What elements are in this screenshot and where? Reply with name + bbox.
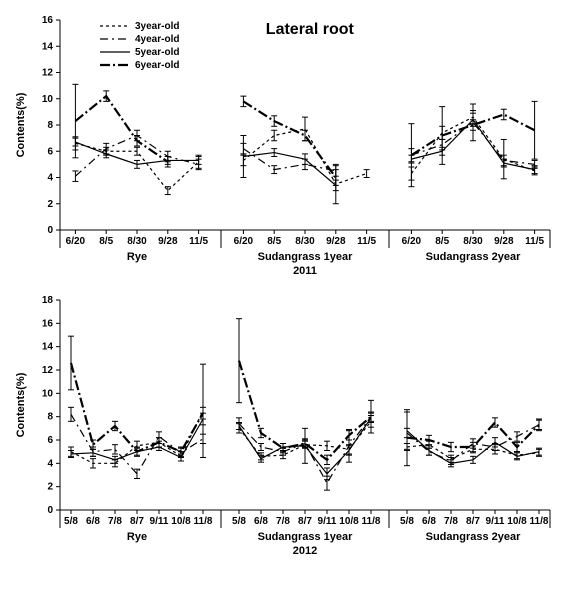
svg-text:8/30: 8/30	[127, 236, 147, 247]
svg-text:6: 6	[47, 146, 53, 157]
svg-text:11/5: 11/5	[189, 236, 208, 247]
svg-text:8/5: 8/5	[99, 236, 113, 247]
svg-text:5year-old: 5year-old	[135, 47, 179, 58]
svg-text:6/20: 6/20	[234, 236, 254, 247]
svg-text:8/7: 8/7	[466, 516, 480, 527]
svg-text:2012: 2012	[293, 545, 317, 557]
svg-text:Sudangrass 1year: Sudangrass 1year	[258, 251, 353, 263]
svg-text:Rye: Rye	[127, 251, 147, 263]
svg-text:9/11: 9/11	[486, 516, 505, 527]
svg-text:9/28: 9/28	[326, 236, 346, 247]
svg-text:9/11: 9/11	[318, 516, 337, 527]
svg-text:Sudangrass 2year: Sudangrass 2year	[426, 531, 521, 543]
svg-text:Sudangrass 2year: Sudangrass 2year	[426, 251, 521, 263]
svg-text:7/8: 7/8	[108, 516, 122, 527]
svg-text:11/8: 11/8	[530, 516, 549, 527]
svg-text:12: 12	[42, 68, 54, 79]
svg-text:6: 6	[47, 435, 53, 446]
svg-text:8/5: 8/5	[267, 236, 281, 247]
svg-text:9/11: 9/11	[150, 516, 169, 527]
svg-text:9/28: 9/28	[158, 236, 178, 247]
svg-text:11/5: 11/5	[357, 236, 376, 247]
svg-text:8/30: 8/30	[295, 236, 315, 247]
svg-text:0: 0	[47, 225, 53, 236]
chart-container: 0 2 4 6 8 10 12 14 16 Contents(%) 6/20 8/5 8/30 9/28 1…	[10, 10, 572, 570]
svg-text:10: 10	[42, 388, 54, 399]
svg-text:4: 4	[47, 173, 53, 184]
svg-text:9/28: 9/28	[494, 236, 514, 247]
svg-text:3year-old: 3year-old	[135, 21, 179, 32]
svg-text:10/8: 10/8	[507, 516, 527, 527]
svg-text:4year-old: 4year-old	[135, 34, 179, 45]
svg-text:6/20: 6/20	[402, 236, 422, 247]
svg-text:5/8: 5/8	[64, 516, 78, 527]
svg-text:16: 16	[42, 15, 54, 26]
svg-text:2011: 2011	[293, 265, 317, 277]
svg-text:6/8: 6/8	[422, 516, 436, 527]
svg-text:8: 8	[47, 412, 53, 423]
svg-text:12: 12	[42, 365, 54, 376]
svg-text:2: 2	[47, 482, 53, 493]
svg-text:Rye: Rye	[127, 531, 147, 543]
svg-text:8/7: 8/7	[130, 516, 144, 527]
svg-text:2: 2	[47, 199, 53, 210]
svg-text:Contents(%): Contents(%)	[15, 92, 27, 157]
svg-text:14: 14	[42, 41, 54, 52]
svg-text:Contents(%): Contents(%)	[15, 372, 27, 437]
svg-text:0: 0	[47, 505, 53, 516]
svg-text:11/8: 11/8	[362, 516, 381, 527]
svg-text:11/5: 11/5	[525, 236, 544, 247]
svg-text:16: 16	[42, 318, 54, 329]
chart-panel-2012: 0 2 4 6 8 10 12 14 16 18 Contents(%) 5/8 6/8 7/8 8/7 9/…	[10, 290, 562, 570]
svg-text:6/8: 6/8	[254, 516, 268, 527]
svg-text:4: 4	[47, 458, 53, 469]
svg-text:6/8: 6/8	[86, 516, 100, 527]
chart-panel-2011: 0 2 4 6 8 10 12 14 16 Contents(%) 6/20 8/5 8/30 9/28 1…	[10, 10, 562, 290]
svg-text:8/30: 8/30	[463, 236, 483, 247]
svg-text:Sudangrass 1year: Sudangrass 1year	[258, 531, 353, 543]
svg-text:7/8: 7/8	[444, 516, 458, 527]
svg-text:6/20: 6/20	[66, 236, 86, 247]
svg-text:11/8: 11/8	[194, 516, 213, 527]
svg-text:5/8: 5/8	[400, 516, 414, 527]
svg-text:10: 10	[42, 94, 54, 105]
svg-text:8/5: 8/5	[435, 236, 449, 247]
svg-text:10/8: 10/8	[339, 516, 359, 527]
svg-text:5/8: 5/8	[232, 516, 246, 527]
svg-text:8: 8	[47, 120, 53, 131]
svg-text:18: 18	[42, 295, 54, 306]
svg-text:6year-old: 6year-old	[135, 60, 179, 71]
svg-text:14: 14	[42, 342, 54, 353]
svg-text:8/7: 8/7	[298, 516, 312, 527]
svg-text:7/8: 7/8	[276, 516, 290, 527]
svg-text:10/8: 10/8	[171, 516, 191, 527]
chart-title: Lateral root	[266, 21, 355, 38]
